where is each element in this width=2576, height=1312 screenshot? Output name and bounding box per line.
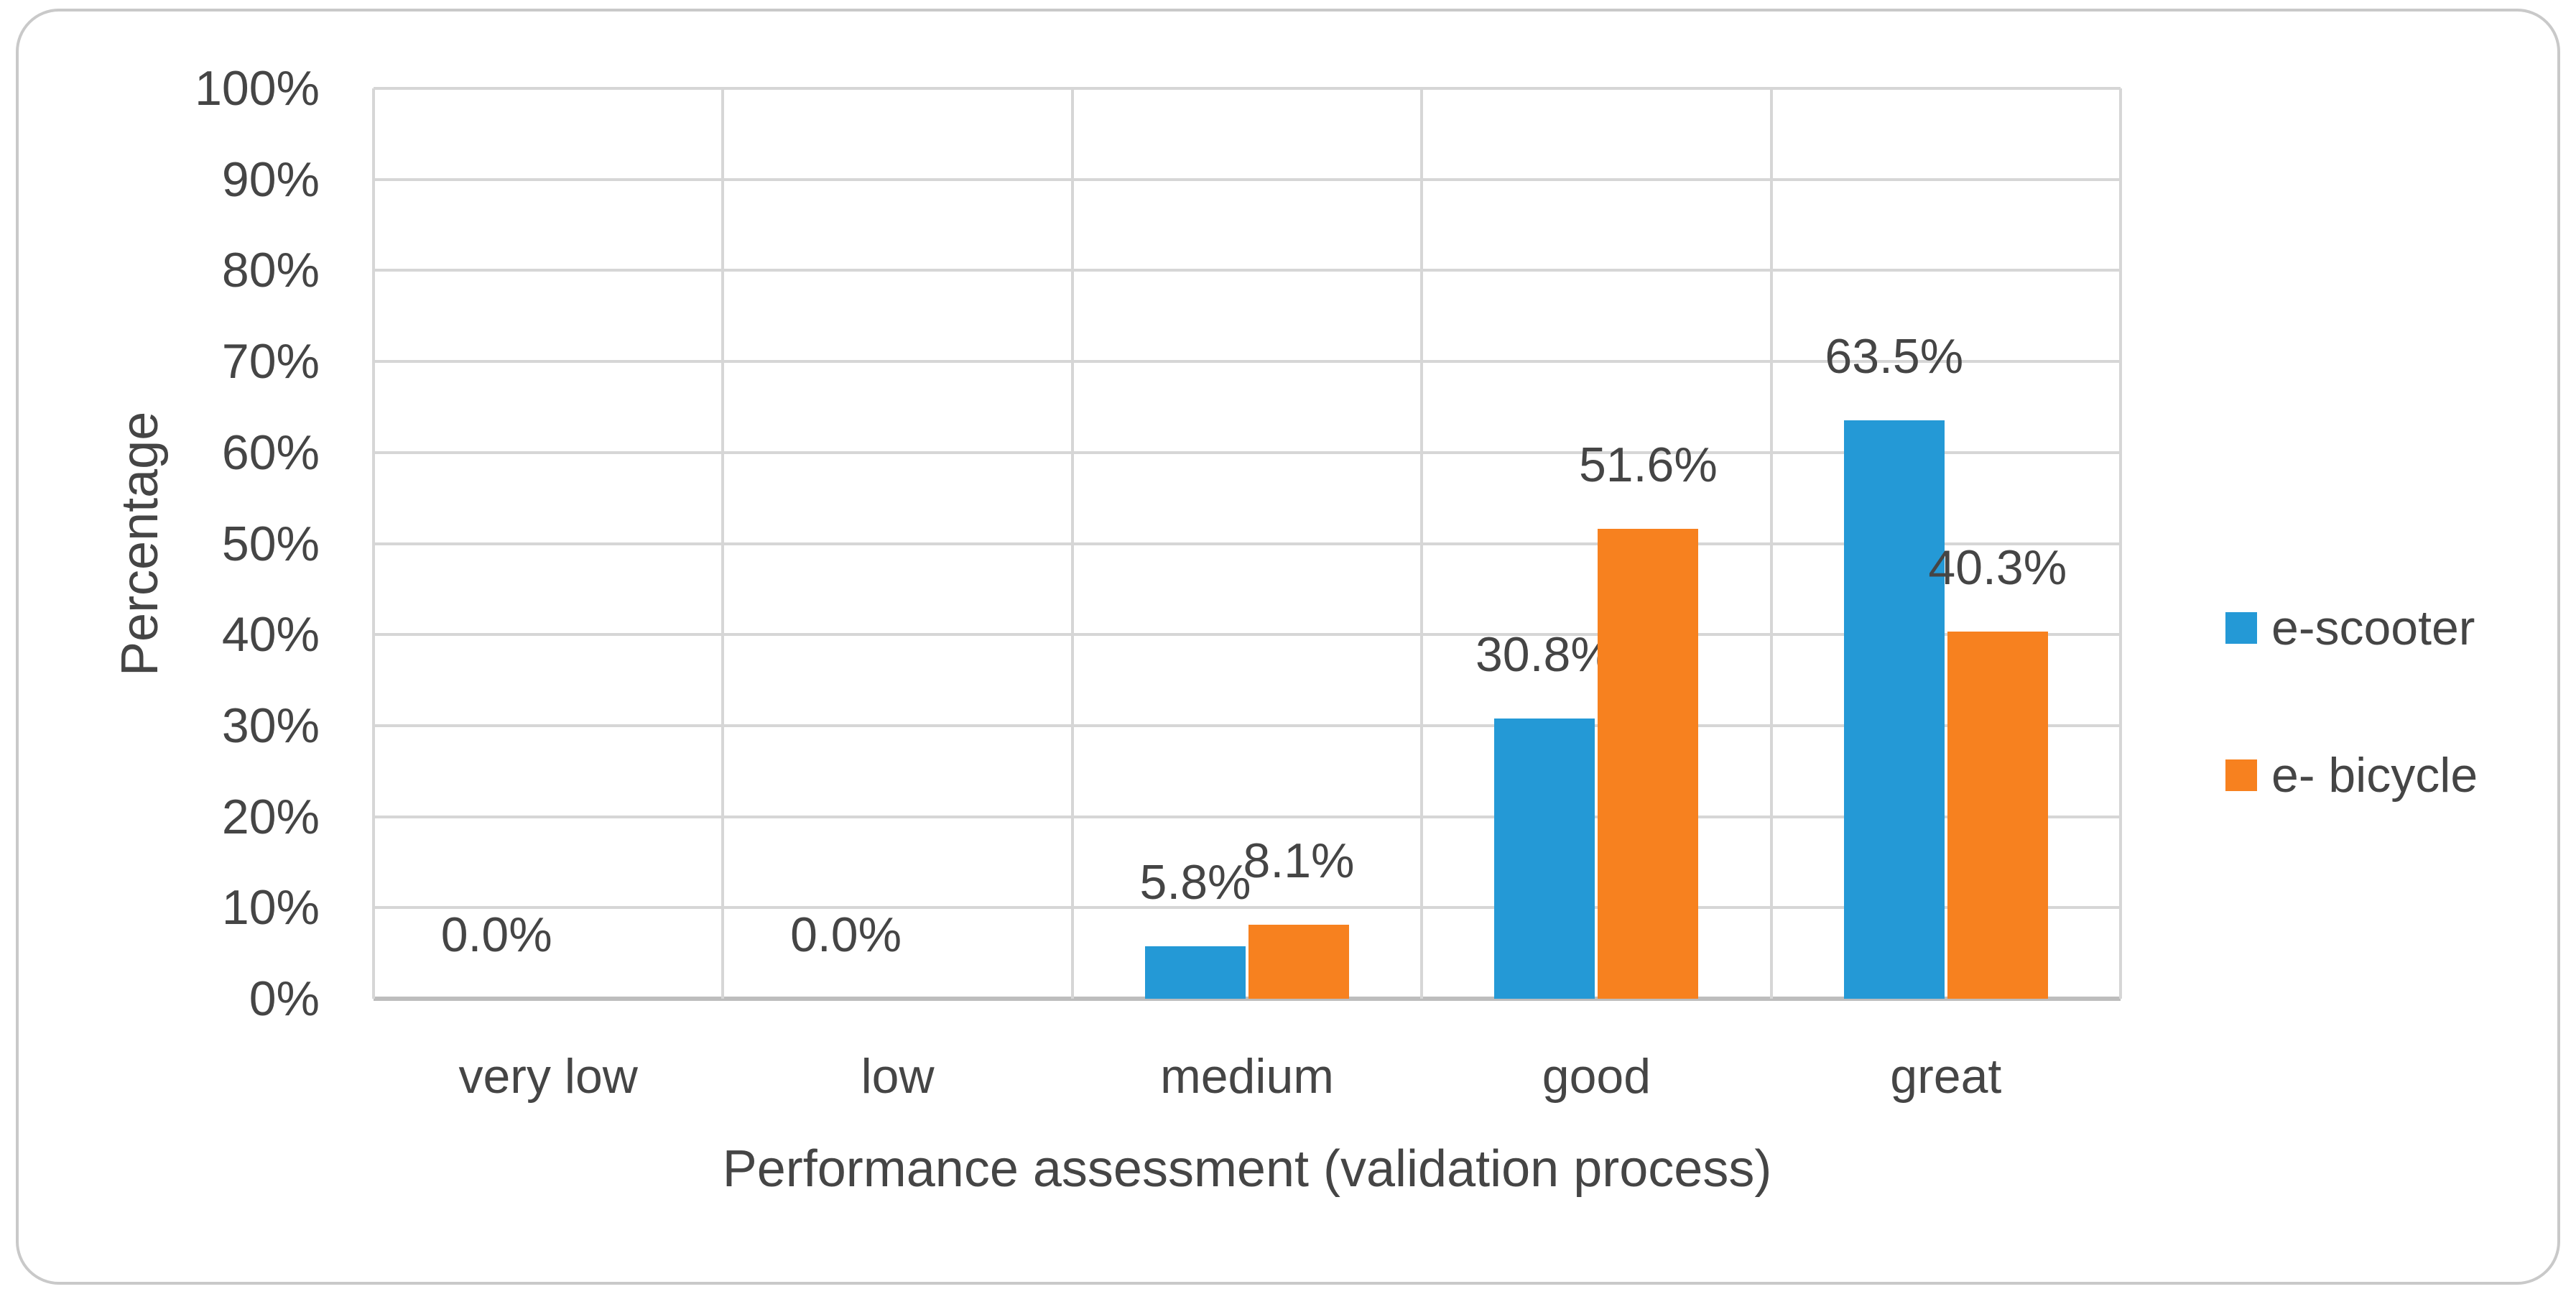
x-category-label-medium: medium	[1160, 1049, 1334, 1104]
y-axis-tick-labels: 0% 10% 20% 30% 40% 50% 60% 70% 80% 90% 100%	[0, 64, 320, 1023]
v-gridline	[2119, 88, 2122, 999]
y-tick-label: 40%	[221, 607, 320, 662]
bar-e-scooter-great	[1843, 420, 1945, 999]
x-axis-title: Performance assessment (validation proce…	[722, 1140, 1772, 1198]
h-gridline	[374, 633, 2121, 637]
y-tick-label: 50%	[221, 516, 320, 571]
y-tick-label: 90%	[221, 152, 320, 207]
data-label-e-scooter-low: 0.0%	[790, 907, 902, 962]
x-category-label-good: good	[1542, 1049, 1651, 1104]
h-gridline	[374, 177, 2121, 181]
data-label-e-scooter-good: 30.8%	[1475, 627, 1614, 682]
v-gridline	[721, 88, 725, 999]
y-tick-label: 80%	[221, 243, 320, 298]
legend: e-scooter e- bicycle	[2225, 604, 2478, 898]
h-gridline	[374, 451, 2121, 454]
y-tick-label: 100%	[195, 61, 320, 116]
data-label-e-scooter-medium: 5.8%	[1139, 854, 1251, 910]
legend-swatch-e-scooter	[2225, 612, 2257, 644]
v-gridline	[1769, 88, 1773, 999]
chart-frame-border	[16, 9, 2560, 1285]
bar-e-bicycle-great	[1947, 632, 2048, 999]
h-gridline	[374, 724, 2121, 727]
data-label-e-bicycle-great: 40.3%	[1928, 540, 2067, 596]
data-label-e-scooter-great: 63.5%	[1825, 329, 1964, 384]
data-label-e-bicycle-good: 51.6%	[1578, 438, 1718, 493]
y-tick-label: 30%	[221, 698, 320, 753]
bar-e-scooter-medium	[1145, 946, 1246, 999]
legend-item-e-scooter: e-scooter	[2225, 604, 2478, 652]
y-tick-label: 20%	[221, 789, 320, 844]
y-tick-label: 10%	[221, 880, 320, 936]
bar-e-scooter-good	[1494, 718, 1595, 999]
plot-area: 0.0% 0.0% 5.8% 30.8% 63.5% 8.1% 51.6% 40.3%	[372, 87, 2122, 1001]
y-tick-label: 60%	[221, 425, 320, 480]
legend-label-e-bicycle: e- bicycle	[2271, 748, 2478, 803]
x-axis-category-labels: very low low medium good great	[374, 1052, 2121, 1109]
bar-e-bicycle-good	[1598, 529, 1699, 999]
h-gridline	[374, 87, 2121, 90]
bar-e-bicycle-medium	[1248, 925, 1349, 999]
data-label-e-bicycle-medium: 8.1%	[1243, 833, 1355, 889]
x-category-label-very-low: very low	[458, 1049, 638, 1104]
legend-swatch-e-bicycle	[2225, 759, 2257, 791]
x-axis-line	[374, 997, 2121, 1001]
data-label-e-scooter-very-low: 0.0%	[440, 907, 552, 962]
x-category-label-low: low	[861, 1049, 935, 1104]
legend-item-e-bicycle: e- bicycle	[2225, 751, 2478, 800]
h-gridline	[374, 269, 2121, 272]
y-tick-label: 70%	[221, 334, 320, 389]
h-gridline	[374, 360, 2121, 364]
v-gridline	[1420, 88, 1424, 999]
h-gridline	[374, 815, 2121, 818]
legend-label-e-scooter: e-scooter	[2271, 601, 2475, 655]
v-gridline	[372, 88, 375, 999]
h-gridline	[374, 542, 2121, 545]
y-tick-label: 0%	[249, 971, 320, 1026]
h-gridline	[374, 906, 2121, 910]
v-gridline	[1070, 88, 1074, 999]
x-category-label-great: great	[1890, 1049, 2002, 1104]
